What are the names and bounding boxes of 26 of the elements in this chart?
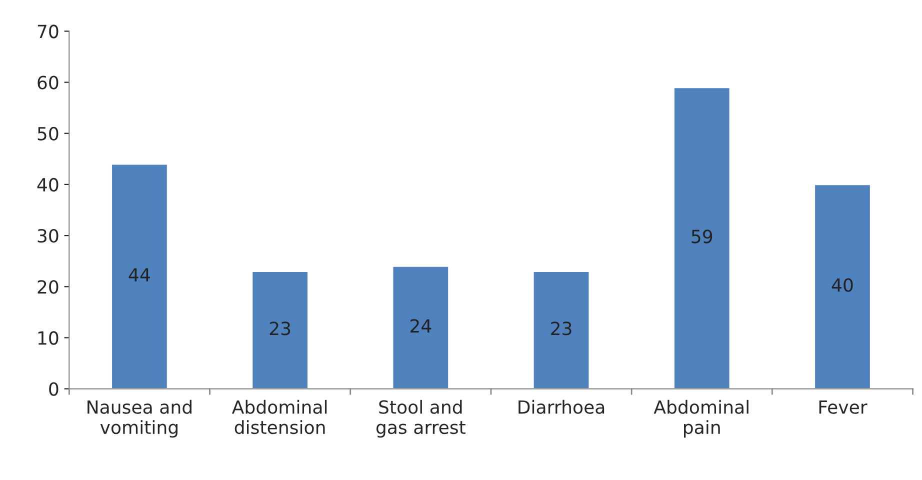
y-tick-label: 50 bbox=[38, 126, 58, 140]
data-label: 59 bbox=[692, 230, 712, 244]
bar bbox=[110, 163, 168, 389]
data-label: 44 bbox=[128, 268, 150, 282]
x-tick-label: Stool and gas arrest bbox=[376, 400, 466, 438]
data-label: 24 bbox=[410, 319, 432, 332]
x-tick-label: Nausea and vomiting bbox=[88, 400, 192, 438]
bar bbox=[251, 270, 309, 389]
data-label: 23 bbox=[551, 322, 572, 336]
x-tick-label: Abdominal pain bbox=[654, 400, 748, 438]
y-tick-label: 30 bbox=[38, 229, 58, 243]
y-tick-label: 20 bbox=[38, 280, 58, 294]
bar bbox=[673, 86, 731, 389]
data-label: 40 bbox=[832, 278, 853, 292]
y-tick-label: 70 bbox=[38, 24, 58, 38]
x-tick-label: Diarrhoea bbox=[518, 400, 604, 414]
bar bbox=[392, 266, 450, 389]
bar bbox=[532, 270, 590, 389]
bar bbox=[814, 184, 872, 389]
x-tick-label: Fever bbox=[819, 400, 868, 414]
x-tick-label: Abdominal distension bbox=[232, 400, 327, 434]
y-tick-label: 60 bbox=[38, 76, 58, 90]
y-tick-label: 0 bbox=[49, 382, 58, 396]
y-tick-label: 40 bbox=[37, 178, 58, 192]
y-tick-label: 10 bbox=[38, 331, 58, 345]
data-label: 23 bbox=[270, 322, 290, 336]
